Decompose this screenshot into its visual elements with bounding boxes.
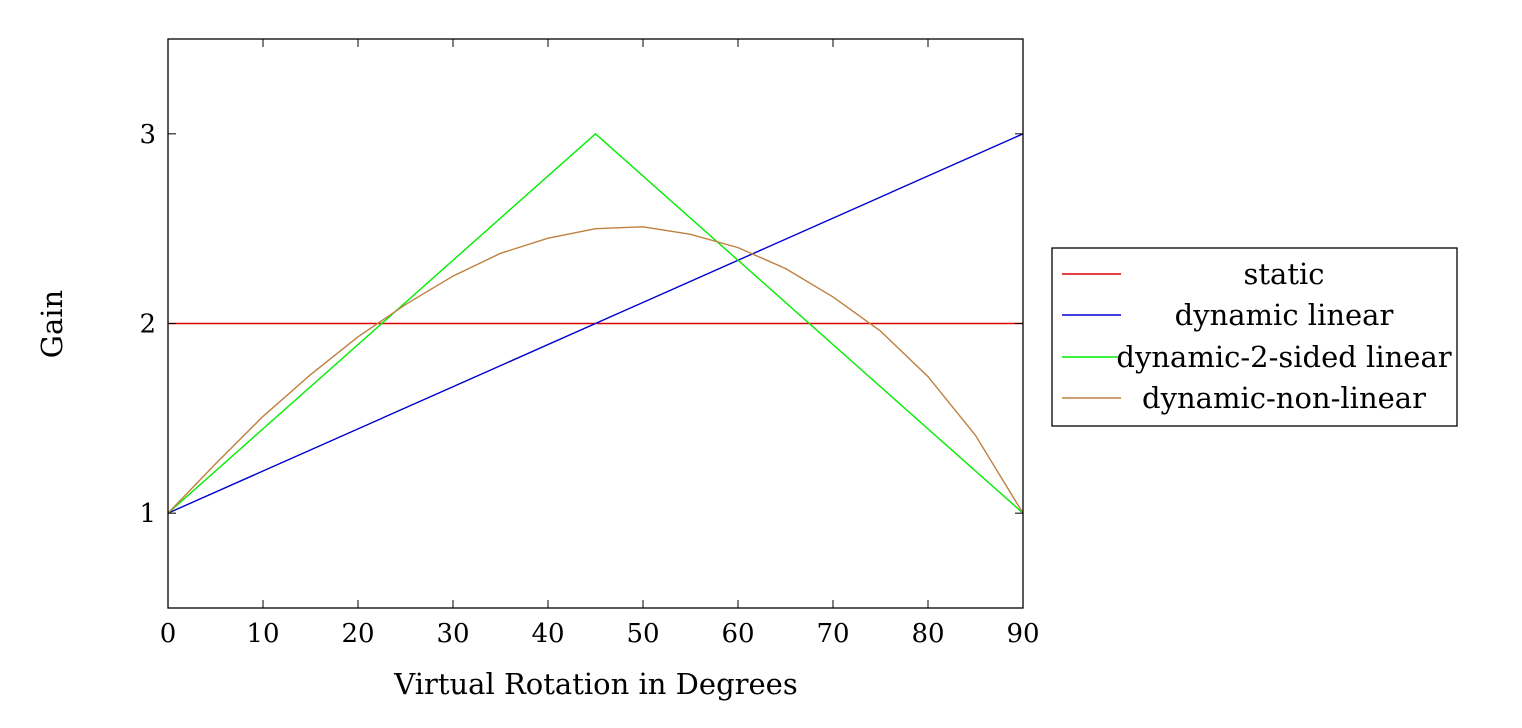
y-tick-label: 3 — [139, 120, 156, 150]
legend: static dynamic linear dynamic-2-sided line… — [1051, 247, 1458, 427]
x-tick-label: 40 — [531, 619, 564, 649]
x-tick-label: 60 — [721, 619, 754, 649]
legend-label-2: dynamic-2-sided linear — [1116, 340, 1451, 374]
y-tick-label: 2 — [139, 310, 156, 340]
x-tick-label: 20 — [341, 619, 374, 649]
x-tick-label: 0 — [160, 619, 177, 649]
ticks-layer: 0 10 20 30 40 50 60 70 80 90 1 2 3 — [139, 39, 1040, 649]
legend-label-3: dynamic-non-linear — [1142, 381, 1426, 415]
x-tick-label: 70 — [816, 619, 849, 649]
x-tick-label: 90 — [1006, 619, 1039, 649]
x-tick-label: 80 — [911, 619, 944, 649]
legend-label-1: dynamic linear — [1175, 298, 1394, 332]
legend-items: static dynamic linear dynamic-2-sided line… — [1062, 257, 1452, 415]
x-tick-label: 30 — [436, 619, 469, 649]
series-line-2 — [167, 132, 1024, 514]
legend-box — [1051, 247, 1458, 427]
x-axis-label: Virtual Rotation in Degrees — [393, 667, 797, 701]
x-tick-label: 50 — [626, 619, 659, 649]
series-line-1 — [167, 133, 1024, 514]
x-tick-label: 10 — [246, 619, 279, 649]
legend-label-0: static — [1244, 257, 1325, 291]
series-layer — [167, 132, 1024, 514]
plot-area: 0 10 20 30 40 50 60 70 80 90 1 2 3 — [139, 38, 1040, 649]
y-axis-label: Gain — [35, 290, 69, 358]
series-line-3 — [167, 226, 1024, 514]
y-tick-label: 1 — [139, 499, 156, 529]
